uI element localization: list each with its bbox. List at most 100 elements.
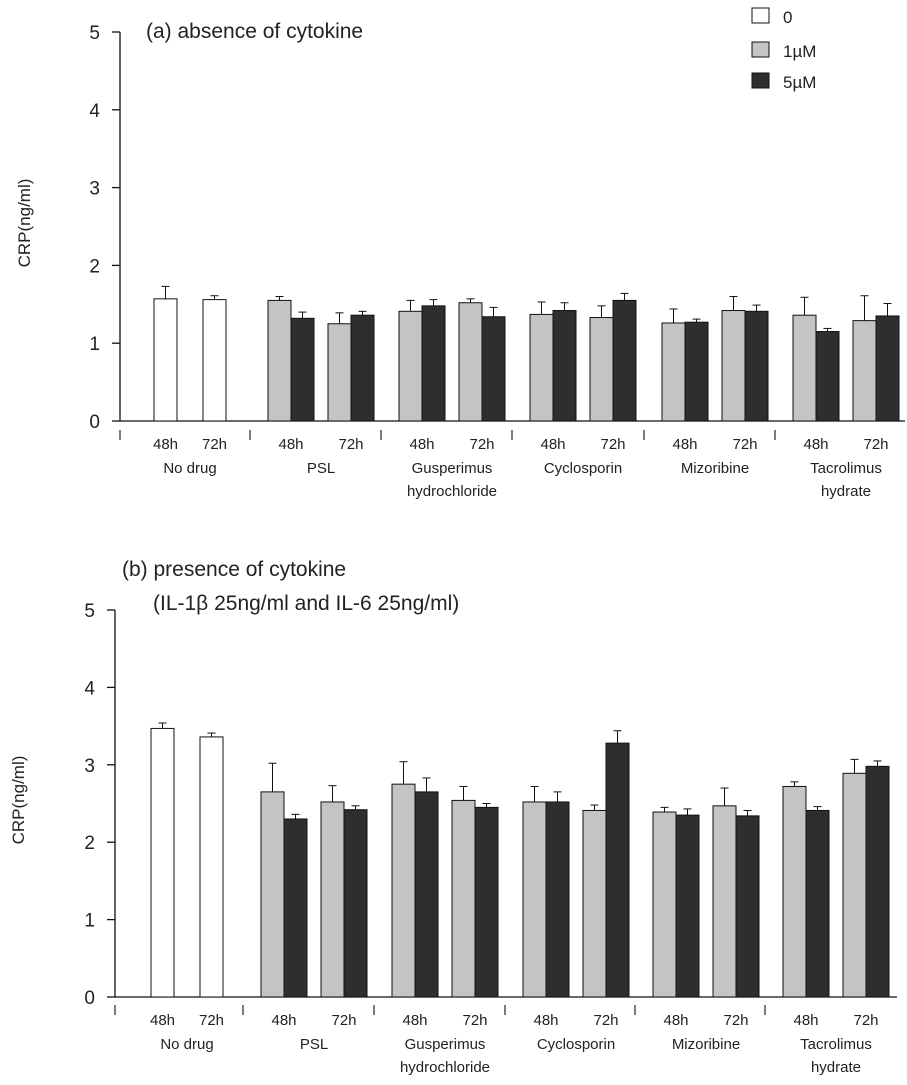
legend-label-1: 1µM <box>783 42 816 61</box>
bar <box>320 801 345 998</box>
y-tick-label: 0 <box>89 412 100 433</box>
bar <box>545 801 570 998</box>
bar <box>612 299 637 422</box>
bar <box>721 310 746 422</box>
time-label: 72h <box>593 1012 618 1029</box>
bar <box>815 331 840 422</box>
time-label: 48h <box>278 436 303 453</box>
group-label-line: Tacrolimus <box>810 460 882 477</box>
time-label: 72h <box>853 1012 878 1029</box>
bar <box>552 310 577 422</box>
bar <box>283 818 308 998</box>
group-label-line: hydrate <box>821 483 871 500</box>
time-label: 48h <box>803 436 828 453</box>
time-label: 48h <box>409 436 434 453</box>
group-label: No drug <box>160 1036 213 1053</box>
bar <box>875 315 900 422</box>
time-label: 48h <box>402 1012 427 1029</box>
time-label: 72h <box>202 436 227 453</box>
y-tick-label: 1 <box>89 334 100 355</box>
bar <box>712 805 737 998</box>
y-tick-label: 2 <box>89 256 100 277</box>
bar <box>260 791 285 998</box>
group-label-line: Gusperimus <box>412 460 493 477</box>
bar <box>481 316 506 422</box>
bar <box>605 742 630 998</box>
time-label: 48h <box>540 436 565 453</box>
bar <box>153 298 178 422</box>
legend-label-0: 0 <box>783 8 792 27</box>
legend-label-2: 5µM <box>783 73 816 92</box>
y-tick-label: 3 <box>89 179 100 200</box>
bar <box>199 736 224 998</box>
group-label: PSL <box>300 1036 328 1053</box>
bar <box>267 299 292 422</box>
bar <box>474 806 499 998</box>
bar <box>852 320 877 422</box>
group-label-line: Mizoribine <box>672 1036 740 1053</box>
time-label: 48h <box>663 1012 688 1029</box>
group-label: Gusperimus hydrochloride <box>400 1036 490 1076</box>
y-tick-label: 4 <box>89 101 100 122</box>
bar <box>675 814 700 998</box>
legend-swatch-1 <box>751 41 770 58</box>
group-label: Tacrolimus hydrate <box>800 1036 872 1076</box>
bar <box>421 305 446 422</box>
bar <box>842 772 867 998</box>
group-label-line: Mizoribine <box>681 460 749 477</box>
time-label: 72h <box>331 1012 356 1029</box>
bar <box>782 785 807 998</box>
time-label: 48h <box>793 1012 818 1029</box>
group-label-line: PSL <box>300 1036 328 1053</box>
panel-a-title: (a) absence of cytokine <box>146 20 363 43</box>
y-tick-label: 3 <box>84 756 95 777</box>
bar <box>744 310 769 422</box>
chart-panel-a: (a) absence of cytokine 0 1 2 3 4 5 CRP(ng/ml)… <box>15 20 905 500</box>
legend: 0 1µM 5µM <box>751 7 816 92</box>
bar <box>522 801 547 998</box>
legend-entry: 0 <box>751 7 792 27</box>
y-tick-label: 1 <box>84 911 95 932</box>
group-label: PSL <box>307 460 335 477</box>
group-label: Tacrolimus hydrate <box>810 460 882 500</box>
group-label: Cyclosporin <box>537 1036 615 1053</box>
time-label: 72h <box>462 1012 487 1029</box>
group-label: Cyclosporin <box>544 460 622 477</box>
y-tick-label: 4 <box>84 678 95 699</box>
bar <box>589 317 614 422</box>
bar <box>150 727 175 998</box>
bar <box>792 314 817 422</box>
y-tick-label: 5 <box>89 23 100 44</box>
group-label-line: No drug <box>160 1036 213 1053</box>
bar <box>391 783 416 998</box>
legend-swatch-0 <box>751 7 770 24</box>
bar <box>865 765 890 998</box>
bar <box>458 302 483 422</box>
time-label: 72h <box>863 436 888 453</box>
group-label-line: PSL <box>307 460 335 477</box>
chart-panel-b: (b) presence of cytokine (IL-1β 25ng/ml … <box>9 558 897 1076</box>
bar <box>582 809 607 998</box>
group-label-line: hydrate <box>811 1059 861 1076</box>
time-label: 72h <box>732 436 757 453</box>
y-axis-label: CRP(ng/ml) <box>15 179 34 268</box>
time-label: 48h <box>672 436 697 453</box>
bar <box>451 799 476 998</box>
bar <box>290 317 315 422</box>
bar <box>735 815 760 998</box>
y-tick-label: 0 <box>84 988 95 1009</box>
time-label: 48h <box>150 1012 175 1029</box>
y-tick-label: 5 <box>84 601 95 622</box>
time-label: 72h <box>723 1012 748 1029</box>
group-label: Mizoribine <box>672 1036 740 1053</box>
bar <box>684 321 709 422</box>
group-label-line: No drug <box>163 460 216 477</box>
y-axis-label: CRP(ng/ml) <box>9 756 28 845</box>
group-label-line: Cyclosporin <box>544 460 622 477</box>
bar <box>529 313 554 422</box>
time-label: 72h <box>199 1012 224 1029</box>
legend-entry: 1µM <box>751 41 816 61</box>
group-label: Mizoribine <box>681 460 749 477</box>
group-label-line: Cyclosporin <box>537 1036 615 1053</box>
bar <box>398 310 423 422</box>
